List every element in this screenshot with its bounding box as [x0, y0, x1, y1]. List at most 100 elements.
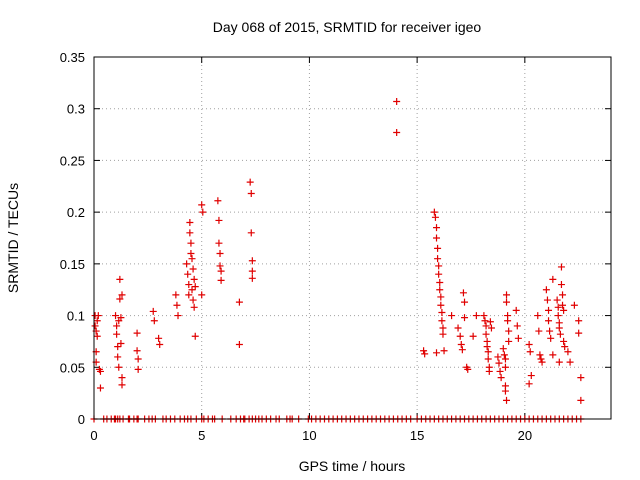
data-point	[461, 298, 469, 306]
data-point	[456, 332, 464, 340]
data-point	[537, 355, 545, 363]
chart-title: Day 068 of 2015, SRMTID for receiver ige…	[213, 19, 482, 35]
data-point	[133, 347, 141, 355]
data-point	[570, 301, 578, 309]
x-tick-label: 5	[198, 428, 205, 443]
data-point	[393, 129, 401, 137]
data-points	[90, 97, 585, 423]
data-point	[503, 396, 511, 404]
data-point	[536, 351, 544, 359]
data-point	[434, 255, 442, 263]
data-point	[420, 347, 428, 355]
data-point	[469, 332, 477, 340]
data-point	[436, 278, 444, 286]
data-point	[499, 345, 507, 353]
data-point	[190, 303, 198, 311]
data-point	[430, 208, 438, 216]
data-point	[437, 301, 445, 309]
y-tick-label: 0.05	[60, 360, 85, 375]
data-point	[235, 341, 243, 349]
data-point	[566, 358, 574, 366]
data-point	[484, 348, 492, 356]
x-tick-label: 15	[410, 428, 424, 443]
data-point	[538, 358, 546, 366]
data-point	[534, 312, 542, 320]
data-point	[188, 286, 196, 294]
data-point	[549, 351, 557, 359]
data-point	[560, 337, 568, 345]
data-point	[575, 329, 583, 337]
data-point	[505, 337, 513, 345]
data-point	[190, 275, 198, 283]
data-point	[482, 330, 490, 338]
data-point	[501, 363, 509, 371]
data-point	[486, 318, 494, 326]
data-point	[564, 348, 572, 356]
data-point	[155, 334, 163, 342]
data-point	[513, 322, 521, 330]
data-point	[454, 324, 462, 332]
data-point	[554, 312, 562, 320]
data-point	[525, 341, 533, 349]
y-tick-label: 0	[78, 412, 85, 427]
data-point	[433, 234, 441, 242]
y-tick-label: 0.25	[60, 153, 85, 168]
y-tick-label: 0.1	[67, 309, 85, 324]
data-point	[188, 255, 196, 263]
data-point	[482, 322, 490, 330]
data-point	[514, 334, 522, 342]
data-point	[133, 329, 141, 337]
data-point	[458, 346, 466, 354]
data-point	[560, 306, 568, 314]
data-point	[183, 260, 191, 268]
data-point	[505, 327, 513, 335]
data-point	[549, 275, 557, 283]
data-point	[546, 327, 554, 335]
data-point	[557, 263, 565, 271]
data-point	[172, 291, 180, 299]
data-point	[215, 216, 223, 224]
data-point	[512, 306, 520, 314]
data-point	[174, 312, 182, 320]
data-point	[525, 380, 533, 388]
x-tick-label: 20	[518, 428, 532, 443]
data-point	[393, 97, 401, 105]
data-point	[216, 250, 224, 258]
data-point	[494, 353, 502, 361]
data-point	[199, 208, 207, 216]
data-point	[115, 363, 123, 371]
data-point	[191, 283, 199, 291]
data-point	[114, 353, 122, 361]
data-point	[436, 286, 444, 294]
data-point	[459, 289, 467, 297]
y-tick-label: 0.2	[67, 205, 85, 220]
data-point	[149, 307, 157, 315]
data-point	[248, 274, 256, 282]
data-point	[214, 197, 222, 205]
x-tick-label: 0	[90, 428, 97, 443]
data-point	[557, 281, 565, 289]
data-point	[246, 178, 254, 186]
data-point	[114, 343, 122, 351]
data-point	[437, 293, 445, 301]
data-point	[421, 350, 429, 358]
grid-lines	[94, 57, 611, 419]
data-point	[248, 257, 256, 265]
data-point	[527, 372, 535, 380]
data-point	[216, 262, 224, 270]
data-point	[500, 351, 508, 359]
data-point	[112, 312, 120, 320]
data-point	[575, 317, 583, 325]
data-point	[503, 291, 511, 299]
data-point	[184, 270, 192, 278]
data-point	[438, 308, 446, 316]
data-point	[116, 275, 124, 283]
y-tick-label: 0.3	[67, 102, 85, 117]
data-point	[185, 291, 193, 299]
data-point	[553, 296, 561, 304]
data-point	[247, 229, 255, 237]
data-point	[501, 387, 509, 395]
data-point	[543, 296, 551, 304]
data-point	[526, 348, 534, 356]
